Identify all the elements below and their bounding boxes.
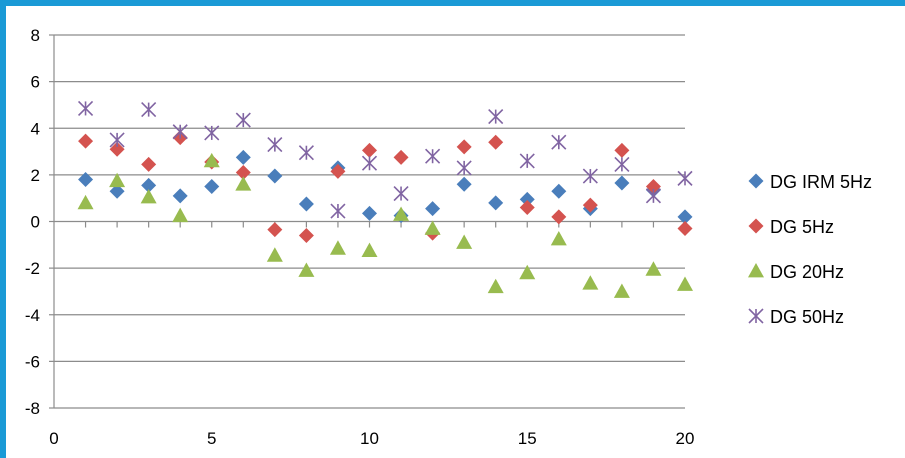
data-point-dg-20hz (77, 194, 94, 210)
data-point-dg-5hz (519, 200, 535, 216)
data-point-dg-5hz (393, 149, 409, 165)
data-point-dg-irm-5hz (78, 172, 94, 188)
data-point-dg-50hz (488, 109, 504, 125)
data-point-dg-20hz (172, 207, 189, 223)
data-point-dg-irm-5hz (551, 183, 567, 199)
x-tick-label: 5 (207, 429, 216, 448)
legend-label-dg-5hz: DG 5Hz (770, 217, 834, 237)
data-point-dg-20hz (109, 172, 126, 188)
data-point-dg-5hz (235, 165, 251, 181)
data-point-dg-20hz (203, 152, 220, 168)
data-point-dg-irm-5hz (109, 183, 125, 199)
data-point-dg-irm-5hz (456, 176, 472, 192)
data-point-dg-irm-5hz (488, 195, 504, 211)
data-point-dg-5hz (109, 141, 125, 157)
data-point-dg-5hz (141, 156, 157, 172)
data-point-dg-5hz (582, 197, 598, 213)
data-point-dg-20hz (613, 283, 630, 298)
y-tick-label: 0 (31, 213, 40, 232)
legend-marker-dg-5hz (748, 218, 764, 234)
chart-frame: -8 -6 -4 -2 0 2 4 6 8 0 5 10 15 20 DG IRM 5Hz DG 5Hz DG … (6, 6, 905, 458)
data-point-dg-irm-5hz (267, 168, 283, 184)
data-point-dg-20hz (361, 242, 378, 258)
legend-marker-dg-irm-5hz (748, 173, 764, 189)
data-point-dg-5hz (677, 220, 693, 236)
data-point-dg-50hz (172, 124, 188, 140)
data-point-dg-irm-5hz (172, 188, 188, 204)
data-point-dg-20hz (487, 278, 504, 294)
data-point-dg-20hz (677, 276, 693, 291)
data-point-dg-50hz (141, 102, 157, 118)
data-point-dg-5hz (614, 142, 630, 158)
data-point-dg-50hz (614, 156, 630, 172)
data-point-dg-50hz (361, 155, 378, 171)
data-point-dg-20hz (329, 240, 346, 255)
data-point-dg-irm-5hz (141, 177, 157, 193)
data-point-dg-50hz (109, 132, 125, 148)
data-point-dg-5hz (267, 222, 283, 238)
data-point-dg-20hz (393, 206, 410, 221)
y-tick-label: -4 (25, 306, 40, 325)
data-point-dg-50hz (77, 100, 94, 117)
data-point-dg-5hz (488, 134, 504, 150)
y-tick-label: 6 (31, 73, 40, 92)
x-tick-label: 0 (49, 429, 58, 448)
data-point-dg-irm-5hz (425, 201, 441, 217)
scatter-chart: -8 -6 -4 -2 0 2 4 6 8 0 5 10 15 20 DG IRM 5Hz DG 5Hz DG … (25, 26, 872, 448)
data-point-dg-50hz (582, 168, 598, 184)
data-point-dg-50hz (645, 188, 662, 204)
data-point-dg-50hz (267, 137, 283, 153)
data-point-dg-50hz (425, 148, 441, 164)
data-point-dg-5hz (551, 209, 567, 225)
y-tick-label: 2 (31, 166, 40, 185)
data-point-dg-50hz (677, 170, 693, 186)
y-tick-label: -8 (25, 399, 40, 418)
data-point-dg-50hz (330, 203, 346, 219)
data-point-dg-20hz (235, 176, 252, 191)
data-point-dg-irm-5hz (677, 209, 693, 225)
data-point-dg-50hz (298, 145, 314, 161)
data-point-dg-irm-5hz (204, 179, 220, 195)
data-point-dg-irm-5hz (614, 175, 630, 191)
y-tick-label: -6 (25, 352, 40, 371)
data-point-dg-20hz (140, 189, 157, 204)
legend-marker-dg-50hz (748, 308, 764, 324)
data-point-dg-20hz (456, 234, 473, 249)
data-point-dg-5hz (298, 227, 314, 243)
data-point-dg-50hz (235, 112, 251, 128)
y-tick-label: 8 (31, 26, 40, 45)
legend-label-dg-irm-5hz: DG IRM 5Hz (770, 172, 872, 192)
data-point-dg-50hz (519, 153, 535, 169)
y-tick-label: -2 (25, 259, 40, 278)
data-point-dg-20hz (582, 275, 599, 290)
data-point-dg-irm-5hz (362, 205, 377, 221)
data-point-dg-5hz (456, 139, 472, 155)
data-point-dg-5hz (78, 133, 94, 149)
legend-label-dg-50hz: DG 50Hz (770, 307, 844, 327)
y-tick-label: 4 (31, 119, 40, 138)
data-point-dg-5hz (330, 163, 346, 179)
data-point-dg-irm-5hz (298, 196, 314, 212)
legend-label-dg-20hz: DG 20Hz (770, 262, 844, 282)
data-point-dg-20hz (266, 247, 283, 262)
data-point-dg-50hz (456, 160, 472, 176)
data-point-dg-20hz (519, 264, 536, 280)
x-tick-label: 15 (518, 429, 537, 448)
data-point-dg-20hz (298, 262, 315, 277)
data-point-dg-50hz (204, 125, 220, 141)
data-point-dg-50hz (393, 185, 409, 202)
data-point-dg-20hz (424, 220, 441, 235)
data-point-dg-20hz (550, 230, 567, 246)
x-tick-label: 20 (676, 429, 695, 448)
data-point-dg-5hz (362, 142, 377, 158)
data-point-dg-5hz (645, 179, 661, 195)
legend-marker-dg-20hz (748, 263, 764, 278)
data-point-dg-50hz (551, 134, 567, 150)
data-point-dg-irm-5hz (519, 191, 535, 207)
data-point-dg-20hz (645, 261, 662, 276)
data-point-dg-irm-5hz (235, 149, 251, 165)
x-tick-label: 10 (360, 429, 379, 448)
